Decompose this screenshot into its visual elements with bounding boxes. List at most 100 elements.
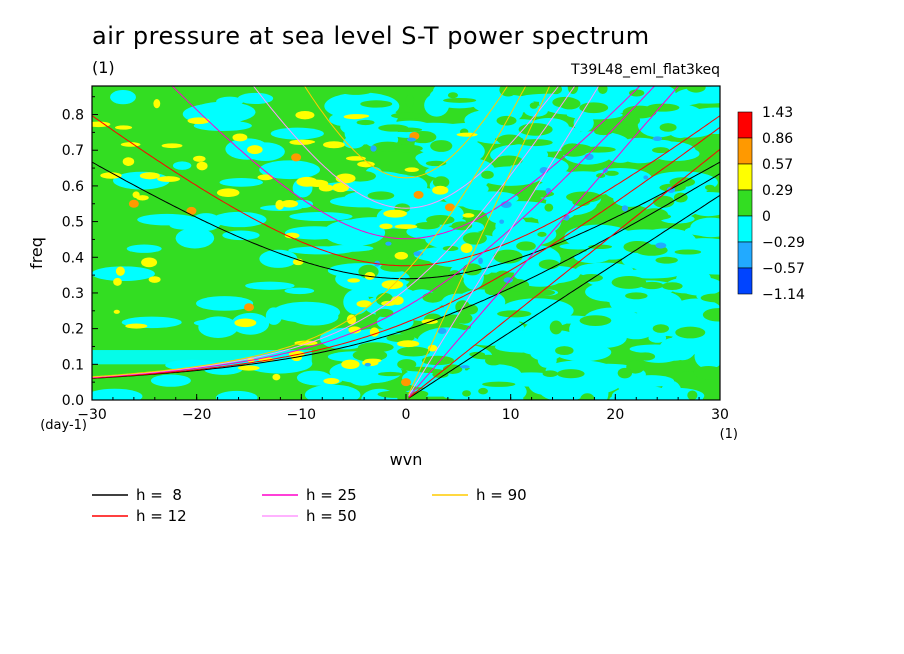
field-cell — [604, 170, 619, 176]
legend-label-h90: h = 90 — [476, 486, 527, 504]
field-cell — [478, 387, 488, 395]
field-cell — [635, 352, 656, 361]
colorbar-label: −1.14 — [762, 287, 805, 303]
curve-kelvin-50 — [408, 86, 600, 396]
field-cell — [295, 110, 315, 120]
field-cell — [237, 365, 260, 371]
field-cell — [401, 378, 411, 387]
field-cell — [92, 350, 312, 365]
field-cell — [341, 359, 360, 370]
field-cell — [652, 324, 670, 333]
colorbar-label: 0.57 — [762, 157, 793, 173]
field-cell — [611, 385, 674, 400]
field-cell — [568, 332, 595, 347]
field-cell — [343, 114, 366, 120]
field-cell — [628, 220, 663, 229]
field-cell — [360, 253, 374, 262]
field-cell — [675, 326, 706, 339]
colorbar-label: 0 — [762, 209, 771, 225]
field-cell — [611, 276, 647, 289]
field-cell — [462, 232, 487, 245]
field-cell — [661, 282, 683, 290]
field-cell — [385, 241, 392, 246]
colorbar-label: 0.29 — [762, 183, 793, 199]
field-cell — [148, 276, 161, 283]
field-cell — [687, 390, 698, 400]
field-cell — [422, 292, 444, 303]
x-axis-label: wvn — [390, 450, 423, 469]
field-cell — [379, 223, 393, 229]
y-tick-label: 0.2 — [62, 322, 84, 338]
field-cell — [688, 197, 720, 217]
field-cell — [655, 256, 678, 264]
field-cell — [516, 241, 536, 251]
curve-kelvin-90 — [408, 86, 551, 395]
curve-mrg-8 — [92, 173, 720, 379]
field-cell — [573, 113, 594, 133]
legend: h = 8 h = 12 h = 25 h = 50 h = 90 — [92, 486, 527, 525]
field-cell — [617, 367, 633, 379]
field-cell — [100, 172, 122, 179]
field-cell — [583, 379, 609, 400]
field-cell — [579, 315, 612, 326]
field-cell — [595, 208, 628, 221]
curve-ig-90 — [303, 86, 509, 179]
field-cell — [324, 92, 400, 120]
field-cell — [270, 127, 324, 140]
field-cell — [432, 176, 450, 189]
field-cell — [447, 92, 458, 99]
x-unit-label: (1) — [720, 427, 738, 442]
field-cell — [150, 374, 191, 387]
field-cell — [275, 199, 285, 210]
field-cell — [161, 143, 183, 149]
field-cell — [259, 160, 320, 180]
field-cell — [289, 211, 353, 222]
field-cell — [290, 308, 339, 326]
field-cell — [426, 214, 455, 225]
field-cell — [284, 232, 300, 239]
x-tick-label: −30 — [77, 407, 107, 423]
field-cell — [193, 155, 206, 162]
field-cell — [280, 200, 299, 208]
field-cell — [538, 259, 560, 270]
field-cell — [686, 86, 706, 93]
field-cell — [622, 105, 657, 119]
field-cell — [594, 128, 613, 136]
field-cell — [669, 177, 696, 187]
x-tick-label: 20 — [606, 407, 624, 423]
colorbar-swatch — [737, 111, 753, 139]
field-cell — [580, 393, 595, 400]
field-cell — [370, 145, 377, 152]
field-cell — [659, 123, 677, 132]
field-cell — [237, 92, 274, 105]
field-cell — [304, 384, 361, 400]
field-cell — [141, 257, 158, 268]
field-cell — [265, 307, 283, 325]
field-cell — [193, 120, 252, 131]
field-cell — [440, 314, 467, 324]
field-cell — [478, 166, 543, 186]
field-cell — [460, 243, 473, 254]
curve-kelvin-25 — [408, 86, 680, 398]
spectrum-field — [92, 86, 720, 400]
x-tick-label: 10 — [502, 407, 520, 423]
field-cell — [386, 334, 415, 343]
field-cell — [212, 211, 267, 228]
field-cell — [113, 309, 120, 314]
field-cell — [113, 277, 122, 286]
chart-title: air pressure at sea level S-T power spec… — [92, 22, 650, 50]
field-cell — [406, 137, 417, 142]
colorbar-label: −0.29 — [762, 235, 805, 251]
field-cell — [652, 147, 670, 154]
field-cell — [643, 175, 649, 180]
y-tick-label: 0.7 — [62, 143, 84, 159]
field-cell — [443, 97, 477, 103]
field-cell — [383, 209, 408, 218]
y-tick-label: 0.8 — [62, 108, 84, 124]
field-cell — [360, 100, 393, 108]
field-cell — [405, 94, 415, 108]
field-cell — [503, 277, 513, 283]
field-cell — [323, 141, 345, 149]
field-cell — [172, 161, 192, 170]
y-tick-label: 0.6 — [62, 179, 84, 195]
